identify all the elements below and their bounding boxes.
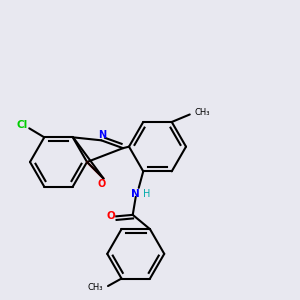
Text: N: N — [131, 189, 140, 199]
Text: H: H — [142, 189, 150, 199]
Text: CH₃: CH₃ — [88, 283, 103, 292]
Text: O: O — [98, 179, 106, 189]
Text: O: O — [106, 211, 115, 221]
Text: N: N — [98, 130, 106, 140]
Text: Cl: Cl — [16, 120, 27, 130]
Text: CH₃: CH₃ — [194, 109, 210, 118]
